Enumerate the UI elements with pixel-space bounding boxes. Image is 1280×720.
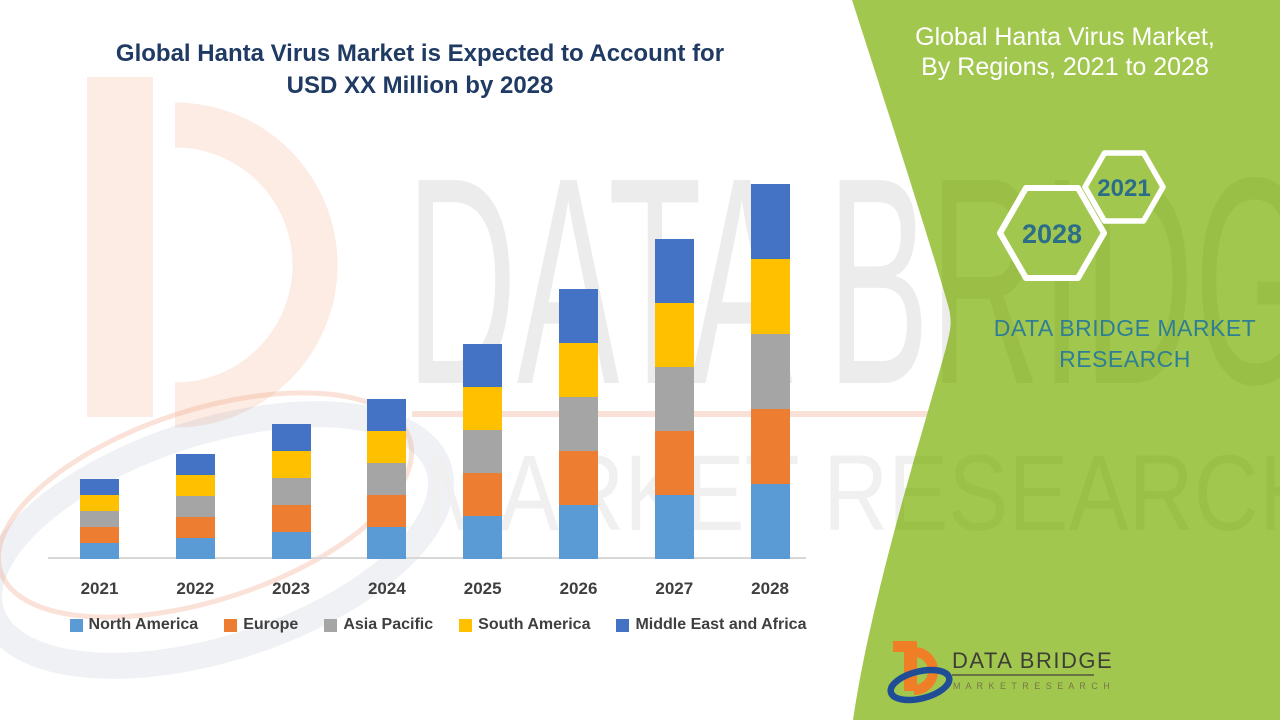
bar-segment-2026-middle-east-and-africa: [559, 289, 598, 343]
x-axis-labels: 2021 2022 2023 2024 2025 2026 2027 2028: [80, 579, 789, 598]
stacked-bar-chart: [80, 184, 790, 559]
bar-segment-2025-europe: [463, 473, 503, 516]
bar-segment-2024-asia-pacific: [367, 463, 407, 495]
hexagon-2021-icon: 2021: [1082, 150, 1166, 224]
brand-text-line1: DATA BRIDGE MARKET: [993, 315, 1257, 341]
legend-item-south-america: South America: [459, 616, 590, 634]
bar-segment-2023-asia-pacific: [271, 478, 311, 505]
bar-segment-2026-asia-pacific: [559, 397, 598, 451]
svg-text:MARKET RESEARCH: MARKET RESEARCH: [424, 432, 1280, 553]
x-axis-label-2025: 2025: [463, 579, 502, 598]
legend-item-middle-east-and-africa: Middle East and Africa: [616, 616, 806, 634]
bar-segment-2024-middle-east-and-africa: [367, 399, 407, 431]
chart-title: Global Hanta Virus Market is Expected to…: [40, 38, 800, 102]
x-axis-label-2026: 2026: [559, 579, 598, 598]
bar-segment-2023-europe: [271, 505, 311, 532]
bar-segment-2027-europe: [654, 431, 694, 495]
bar-segment-2022-asia-pacific: [175, 496, 215, 517]
bar-segment-2025-north-america: [463, 516, 503, 559]
x-axis-label-2027: 2027: [655, 579, 694, 598]
legend-swatch-icon: [616, 618, 630, 632]
bar-segment-2027-asia-pacific: [654, 367, 694, 431]
bar-segment-2022-middle-east-and-africa: [175, 454, 215, 475]
legend-swatch-icon: [459, 618, 473, 632]
legend-item-europe: Europe: [224, 616, 298, 634]
bar-segment-2027-north-america: [654, 495, 694, 559]
legend-label: Asia Pacific: [343, 616, 434, 633]
chart-title-line1: Global Hanta Virus Market is Expected to…: [115, 40, 725, 67]
x-axis-label-2022: 2022: [176, 579, 215, 598]
bar-segment-2024-south-america: [367, 431, 407, 463]
bar-segment-2025-south-america: [463, 387, 503, 430]
chart-title-line2: USD XX Million by 2028: [286, 72, 554, 99]
bar-segment-2028-asia-pacific: [750, 334, 790, 409]
bar-segment-2028-europe: [750, 409, 790, 484]
green-side-panel: [852, 0, 1280, 720]
x-axis-label-2028: 2028: [751, 579, 789, 598]
hexagon-2028-label: 2028: [1022, 219, 1082, 249]
databridge-logo: DATA BRIDGE M A R K E T R E S E A R C H: [887, 641, 1113, 704]
bar-segment-2022-europe: [175, 517, 215, 538]
legend-item-north-america: North America: [69, 616, 199, 634]
brand-text: DATA BRIDGE MARKET RESEARCH: [985, 313, 1265, 375]
bar-segment-2021-asia-pacific: [80, 511, 119, 527]
x-axis-label-2023: 2023: [272, 579, 310, 598]
legend-swatch-icon: [69, 618, 83, 632]
logo-name: DATA BRIDGE: [952, 648, 1113, 673]
logo-swoosh-icon: [887, 666, 953, 704]
side-panel-title: Global Hanta Virus Market, By Regions, 2…: [890, 22, 1240, 82]
legend-swatch-icon: [224, 618, 238, 632]
legend-label: North America: [88, 616, 199, 633]
bar-segment-2021-europe: [80, 527, 119, 543]
legend-label: Europe: [243, 616, 299, 633]
chart-legend: North America Europe Asia Pacific South Ame…: [43, 616, 833, 634]
bar-segment-2021-middle-east-and-africa: [80, 479, 119, 495]
bar-segment-2027-south-america: [654, 303, 694, 367]
bar-segment-2026-north-america: [559, 505, 598, 559]
legend-item-asia-pacific: Asia Pacific: [324, 616, 433, 634]
bar-segment-2028-middle-east-and-africa: [750, 184, 790, 259]
bar-segment-2023-south-america: [271, 451, 311, 478]
bar-segment-2025-middle-east-and-africa: [463, 344, 503, 387]
hexagon-2028-icon: 2028: [997, 185, 1107, 281]
bar-segment-2026-south-america: [559, 343, 598, 397]
bar-segment-2021-south-america: [80, 495, 119, 511]
bar-segment-2024-north-america: [367, 527, 407, 559]
hexagon-2021-label: 2021: [1097, 175, 1150, 202]
bar-segment-2023-middle-east-and-africa: [271, 424, 311, 451]
side-panel-title-line2: By Regions, 2021 to 2028: [921, 53, 1209, 81]
bar-segment-2021-north-america: [80, 543, 119, 559]
bar-segment-2022-south-america: [175, 475, 215, 496]
x-axis-label-2021: 2021: [80, 579, 119, 598]
legend-label: Middle East and Africa: [635, 616, 807, 633]
bar-segment-2027-middle-east-and-africa: [654, 239, 694, 303]
bar-segment-2025-asia-pacific: [463, 430, 503, 473]
bar-segment-2028-south-america: [750, 259, 790, 334]
bar-segment-2022-north-america: [175, 538, 215, 559]
x-axis-label-2024: 2024: [367, 579, 406, 598]
bar-segment-2028-north-america: [750, 484, 790, 559]
watermark-logo-b: [0, 77, 454, 679]
logo-tagline: M A R K E T R E S E A R C H: [953, 681, 1111, 691]
x-axis-line: [48, 557, 806, 559]
legend-label: South America: [478, 616, 591, 633]
bar-segment-2024-europe: [367, 495, 407, 527]
side-panel-title-line1: Global Hanta Virus Market,: [915, 23, 1215, 51]
bar-segment-2023-north-america: [271, 532, 311, 559]
brand-text-line2: RESEARCH: [1059, 346, 1191, 372]
legend-swatch-icon: [324, 618, 338, 632]
bar-segment-2026-europe: [559, 451, 598, 505]
